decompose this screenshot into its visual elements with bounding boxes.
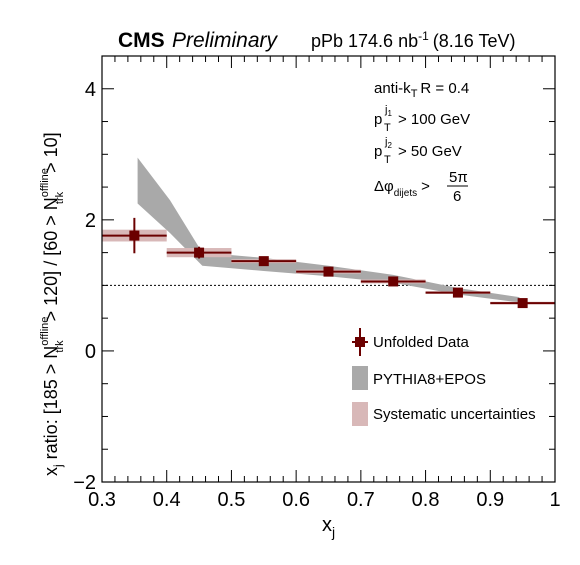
y-axis-label: xj ratio: [185 > Nofflinetrk > 120] / [6…: [39, 132, 66, 476]
x-tick-label: 0.9: [476, 489, 504, 511]
jet-algorithm-label: anti-kT R = 0.4: [374, 80, 469, 100]
pt2-cut-value: > 50 GeV: [398, 143, 462, 160]
legend-model-swatch: [352, 366, 368, 390]
dphi-cut-label: Δφdijets >: [374, 178, 430, 199]
data-point: [129, 230, 140, 241]
legend: Unfolded Data PYTHIA8+EPOS Systematic un…: [352, 328, 536, 426]
dphi-cut-numerator: 5π: [449, 169, 468, 186]
pt1-cut-value: > 100 GeV: [398, 111, 470, 128]
pt2-cut-label: p: [374, 143, 382, 160]
legend-data-marker: [352, 328, 368, 356]
y-tick-label: −2: [73, 472, 96, 494]
legend-data-label: Unfolded Data: [373, 334, 470, 351]
data-layer: [102, 217, 555, 309]
pt1-cut-sub: T: [384, 122, 391, 134]
pt1-cut-label: p: [374, 111, 382, 128]
x-tick-label: 0.6: [282, 489, 310, 511]
y-tick-label: 2: [85, 210, 96, 232]
experiment-label: CMS: [118, 29, 165, 52]
data-point: [452, 287, 463, 298]
y-tick-label: 4: [85, 79, 96, 101]
plot-frame: [101, 55, 556, 483]
model-band-layer: [137, 157, 520, 303]
legend-sys-swatch: [352, 402, 368, 426]
status-label: Preliminary: [172, 29, 279, 52]
data-point: [323, 266, 334, 277]
lumi-label: pPb 174.6 nb-1 (8.16 TeV): [311, 29, 516, 51]
legend-model-label: PYTHIA8+EPOS: [373, 371, 486, 388]
data-point: [194, 247, 205, 258]
dphi-cut-denominator: 6: [453, 188, 461, 205]
x-tick-label: 0.7: [347, 489, 375, 511]
x-tick-label: 0.4: [153, 489, 181, 511]
x-tick-label: 0.5: [218, 489, 246, 511]
pt2-cut-sub: T: [384, 154, 391, 166]
data-point: [258, 256, 269, 267]
y-tick-label: 0: [85, 341, 96, 363]
pt2-cut-sup: j2: [384, 136, 392, 150]
x-tick-label: 1: [549, 489, 560, 511]
legend-sys-label: Systematic uncertainties: [373, 406, 536, 423]
data-point: [517, 298, 528, 309]
x-tick-label: 0.8: [412, 489, 440, 511]
x-tick-label: 0.3: [88, 489, 116, 511]
x-axis-label: xj: [322, 514, 335, 540]
pt1-cut-sup: j1: [384, 104, 392, 118]
model-band: [137, 157, 520, 303]
data-point: [388, 276, 399, 287]
axes-frame: 0.3 0.4 0.5 0.6 0.7 0.8 0.9 1 −2 0 2 4: [73, 55, 561, 511]
